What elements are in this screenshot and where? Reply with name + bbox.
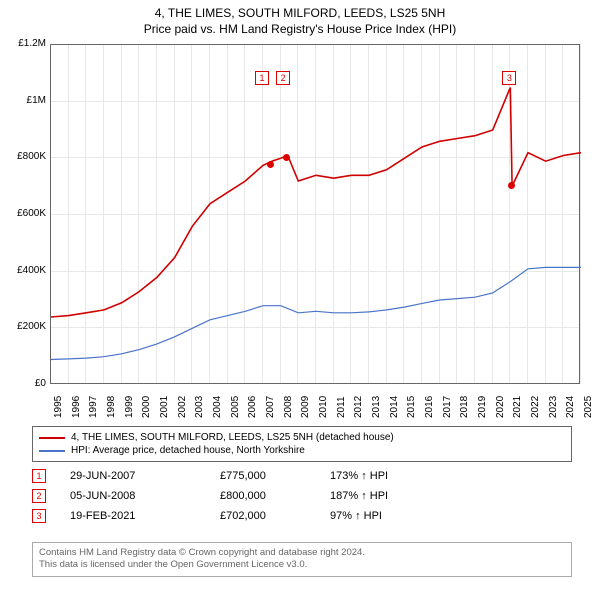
x-tick-label: 2017 [442,396,453,418]
y-tick-label: £1.2M [6,38,46,49]
x-tick-label: 2002 [177,396,188,418]
title-main: 4, THE LIMES, SOUTH MILFORD, LEEDS, LS25… [0,6,600,20]
y-tick-label: £200K [6,321,46,332]
sales-table: 1 29-JUN-2007 £775,000 173% ↑ HPI 2 05-J… [32,466,572,526]
series-line-property [51,88,581,318]
sale-pct: 173% ↑ HPI [330,470,460,482]
sale-pct: 97% ↑ HPI [330,510,460,522]
sale-marker-label: 3 [502,71,516,85]
x-tick-label: 2021 [512,396,523,418]
sale-date: 05-JUN-2008 [70,490,220,502]
x-tick-label: 2011 [336,396,347,418]
x-tick-label: 2025 [583,396,594,418]
sales-row: 1 29-JUN-2007 £775,000 173% ↑ HPI [32,466,572,486]
y-tick-label: £1M [6,95,46,106]
x-tick-label: 2013 [371,396,382,418]
x-tick-label: 2023 [548,396,559,418]
x-tick-label: 2022 [530,396,541,418]
x-tick-label: 2012 [353,396,364,418]
x-tick-label: 2008 [283,396,294,418]
sale-date: 29-JUN-2007 [70,470,220,482]
sale-date: 19-FEB-2021 [70,510,220,522]
sale-marker-label: 1 [255,71,269,85]
x-tick-label: 2009 [300,396,311,418]
chart-titles: 4, THE LIMES, SOUTH MILFORD, LEEDS, LS25… [0,0,600,36]
y-tick-label: £600K [6,208,46,219]
y-tick-label: £400K [6,265,46,276]
sale-dot [508,182,515,189]
sales-row: 3 19-FEB-2021 £702,000 97% ↑ HPI [32,506,572,526]
x-tick-label: 2006 [247,396,258,418]
sale-pct: 187% ↑ HPI [330,490,460,502]
x-tick-label: 2018 [459,396,470,418]
x-tick-label: 2004 [212,396,223,418]
legend-label: HPI: Average price, detached house, Nort… [71,445,305,456]
legend-swatch [39,437,65,439]
legend-box: 4, THE LIMES, SOUTH MILFORD, LEEDS, LS25… [32,426,572,462]
sale-marker-box: 2 [32,489,46,503]
x-tick-label: 2000 [141,396,152,418]
sale-dot [283,154,290,161]
legend-row-hpi: HPI: Average price, detached house, Nort… [39,444,565,457]
y-tick-label: £800K [6,151,46,162]
sale-marker-label: 2 [276,71,290,85]
plot-area [50,44,580,384]
legend-swatch [39,450,65,452]
title-sub: Price paid vs. HM Land Registry's House … [0,22,600,36]
legend-label: 4, THE LIMES, SOUTH MILFORD, LEEDS, LS25… [71,432,394,443]
x-tick-label: 2007 [265,396,276,418]
attribution-line: Contains HM Land Registry data © Crown c… [39,547,565,559]
x-tick-label: 2001 [159,396,170,418]
x-tick-label: 1998 [106,396,117,418]
x-tick-label: 2015 [406,396,417,418]
x-tick-label: 2020 [495,396,506,418]
y-tick-label: £0 [6,378,46,389]
x-tick-label: 2014 [389,396,400,418]
series-line-hpi [51,267,581,359]
attribution-line: This data is licensed under the Open Gov… [39,559,565,571]
sale-price: £775,000 [220,470,330,482]
x-tick-label: 2019 [477,396,488,418]
x-tick-label: 2016 [424,396,435,418]
sale-marker-box: 1 [32,469,46,483]
x-tick-label: 2005 [230,396,241,418]
x-tick-label: 2024 [565,396,576,418]
series-svg [51,45,581,385]
sales-row: 2 05-JUN-2008 £800,000 187% ↑ HPI [32,486,572,506]
sale-marker-box: 3 [32,509,46,523]
x-tick-label: 2010 [318,396,329,418]
legend-row-property: 4, THE LIMES, SOUTH MILFORD, LEEDS, LS25… [39,431,565,444]
attribution-box: Contains HM Land Registry data © Crown c… [32,542,572,577]
x-tick-label: 1995 [53,396,64,418]
x-tick-label: 1996 [71,396,82,418]
x-tick-label: 1999 [124,396,135,418]
x-tick-label: 1997 [88,396,99,418]
sale-price: £702,000 [220,510,330,522]
x-tick-label: 2003 [194,396,205,418]
chart-container: 4, THE LIMES, SOUTH MILFORD, LEEDS, LS25… [0,0,600,590]
sale-price: £800,000 [220,490,330,502]
